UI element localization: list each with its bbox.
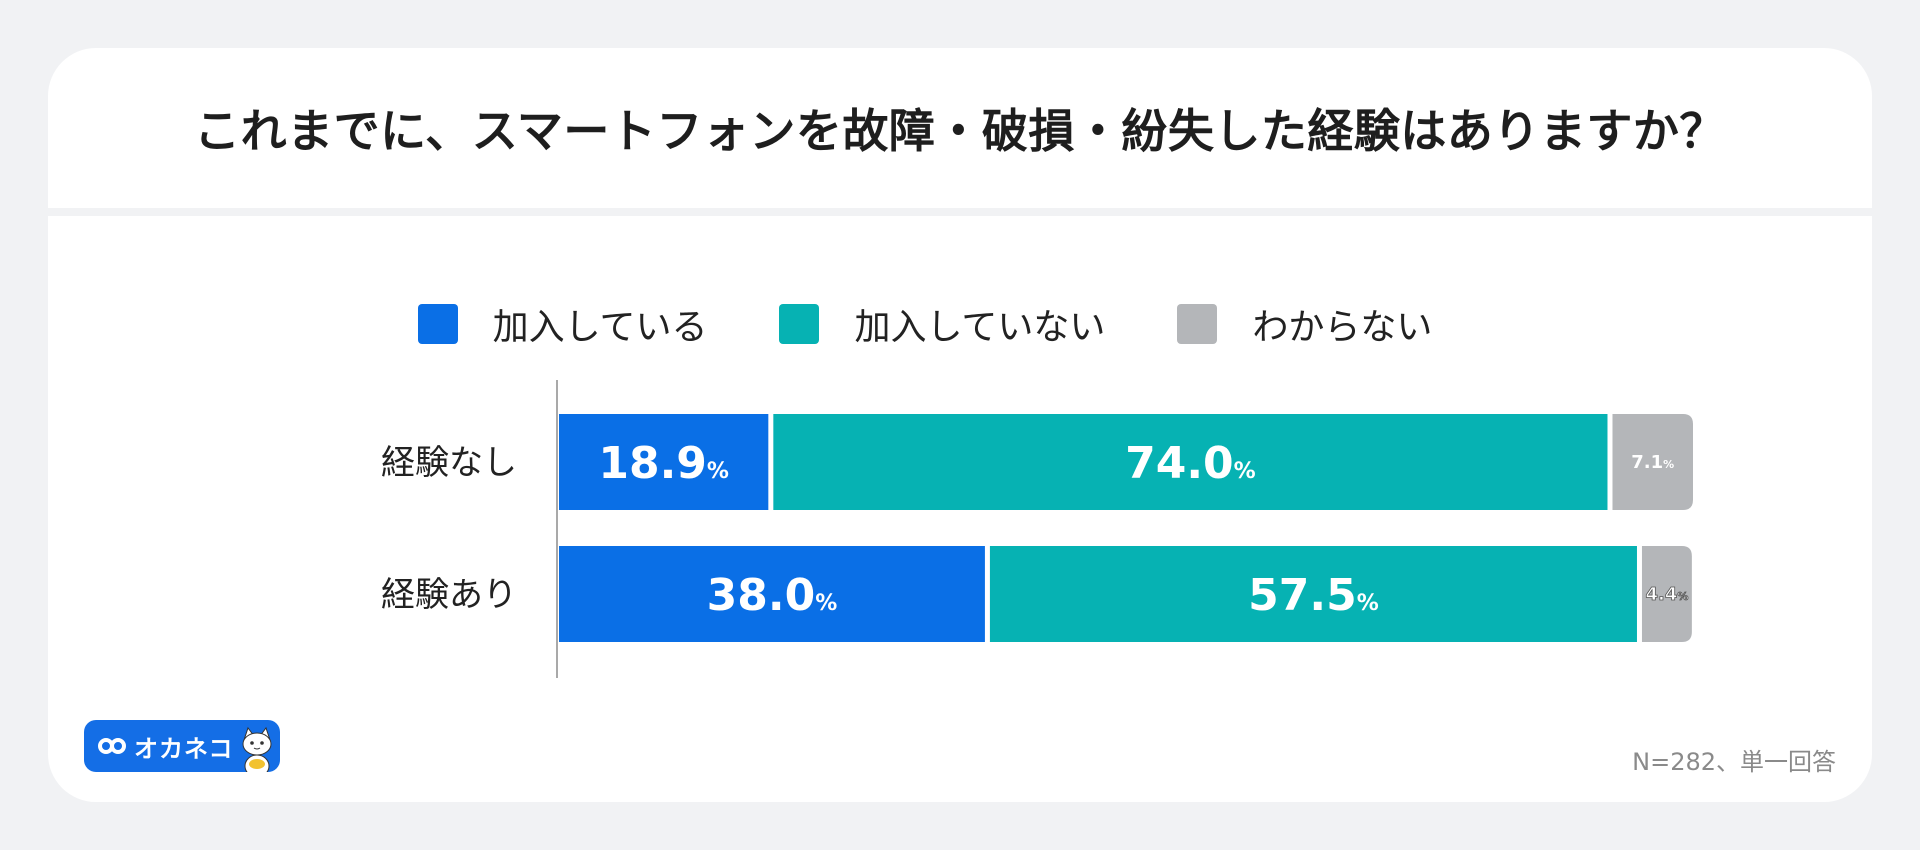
category-label: 経験あり — [381, 575, 517, 615]
category-label: 経験なし — [381, 443, 517, 483]
legend-swatch-subscribed — [417, 304, 458, 344]
data-label: 38.0% — [707, 570, 838, 621]
bar-segment — [559, 414, 769, 510]
bar-segment — [559, 546, 985, 642]
bar-segment — [1641, 546, 1692, 642]
data-label: 18.9% — [598, 438, 729, 489]
legend: 加入している 加入していない わからない — [48, 298, 1837, 350]
data-label: 57.5% — [1248, 570, 1379, 621]
logo-infinity-icon — [98, 738, 126, 754]
legend-item-subscribed: 加入している — [417, 298, 708, 350]
legend-label-subscribed: 加入している — [492, 307, 708, 348]
data-label: 4.4% — [1645, 584, 1688, 605]
legend-label-unknown: わからない — [1252, 307, 1433, 348]
bar-segment — [773, 414, 1608, 510]
stacked-bar-chart: 経験なし 18.9% 74.0% 7.1% 経験あり 38.0% 57.5% 4.4% — [381, 380, 1693, 678]
data-label: 7.1% — [1631, 452, 1674, 473]
title-divider — [48, 208, 1872, 216]
sample-footnote: N=282、単一回答 — [1632, 748, 1836, 776]
cat-mascot-icon — [242, 726, 272, 772]
legend-label-not-subscribed: 加入していない — [854, 307, 1106, 348]
data-label: 74.0% — [1125, 438, 1256, 489]
chart-title: これまでに、スマートフォンを故障・破損・紛失した経験はありますか？ — [194, 104, 1726, 158]
logo-text: オカネコ — [134, 734, 234, 763]
legend-swatch-not-subscribed — [779, 304, 820, 344]
title-bar: これまでに、スマートフォンを故障・破損・紛失した経験はありますか？ — [48, 48, 1872, 208]
okaneko-logo: オカネコ — [84, 720, 280, 772]
legend-swatch-unknown — [1177, 304, 1218, 344]
chart-card: これまでに、スマートフォンを故障・破損・紛失した経験はありますか？ 加入している… — [48, 48, 1872, 802]
legend-item-not-subscribed: 加入していない — [779, 298, 1105, 350]
bar-segment — [1612, 414, 1693, 510]
legend-item-unknown: わからない — [1177, 298, 1432, 350]
bar-segment — [989, 546, 1637, 642]
